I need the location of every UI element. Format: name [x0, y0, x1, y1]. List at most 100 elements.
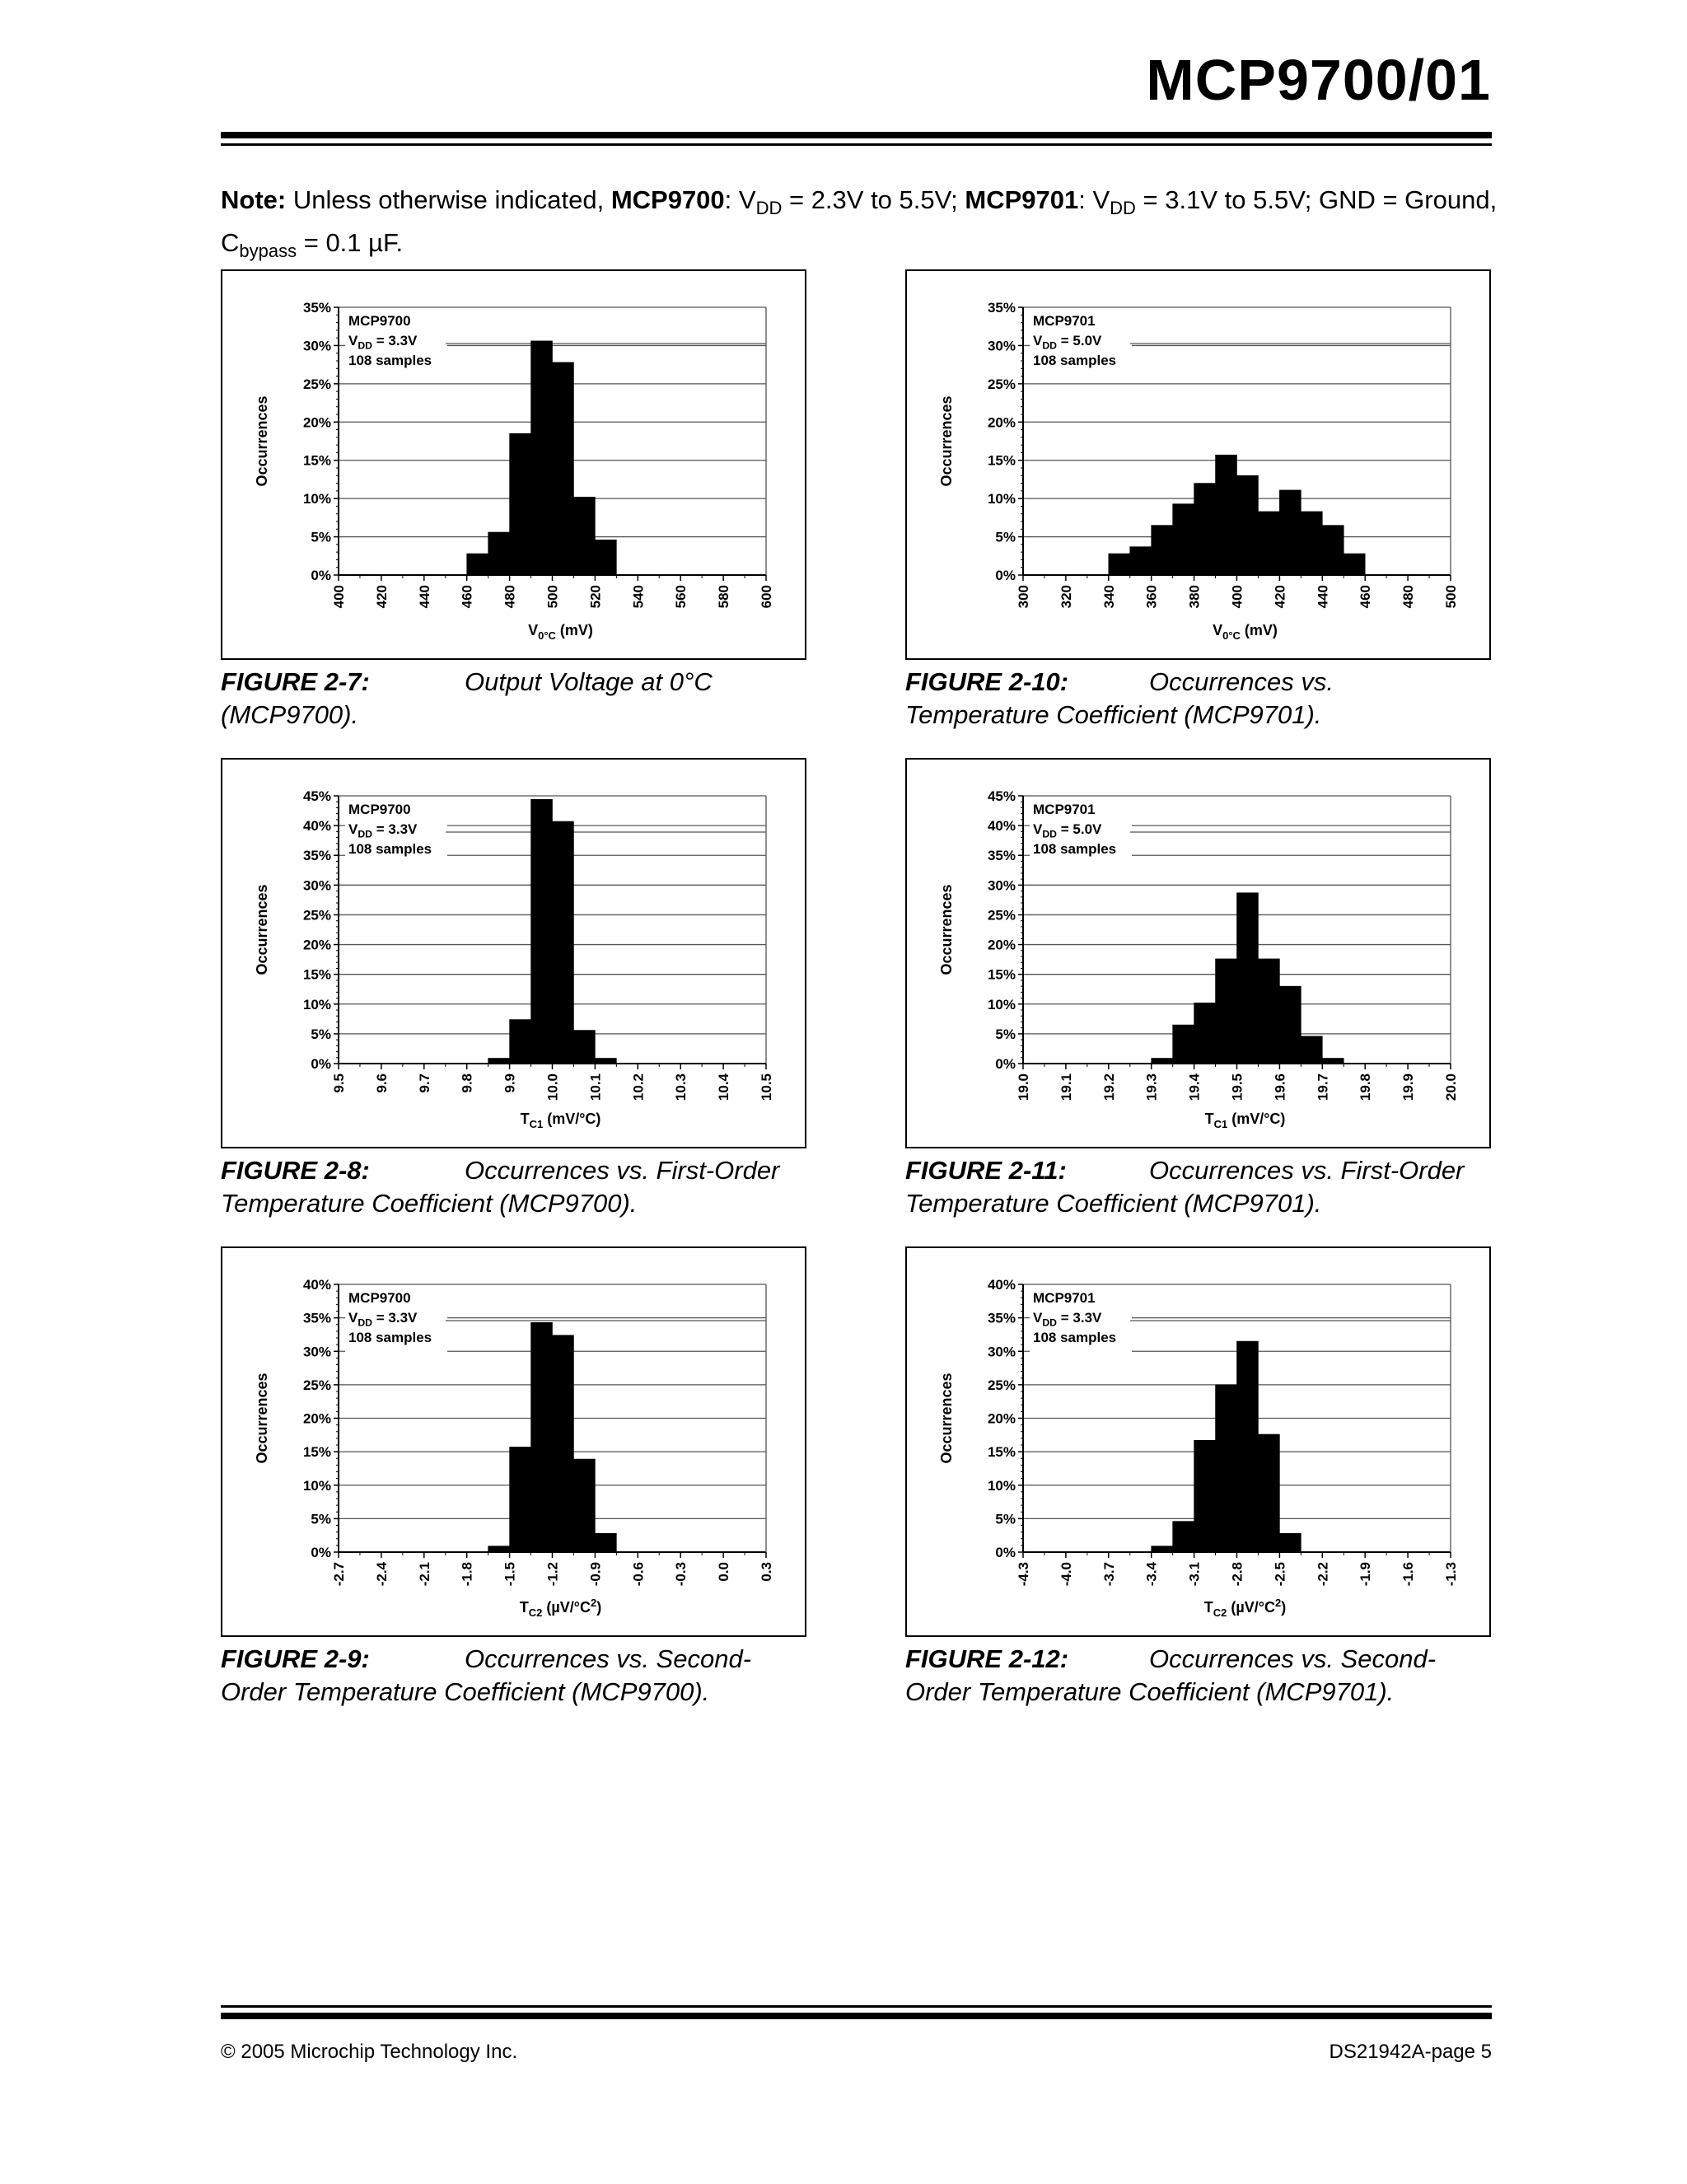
x-tick-label: 460	[1358, 585, 1373, 608]
legend-backdrop	[1030, 799, 1132, 868]
y-tick-label: 10%	[303, 1478, 331, 1494]
chart-figure-2-10: 0% 5% 10% 15% 20% 25% 30% 35% MCP9701 VDD = 5.0V 1…	[905, 269, 1491, 660]
histogram-bar	[1258, 958, 1280, 1064]
footer-page-number: DS21942A-page 5	[1329, 2041, 1492, 2063]
caption-text: Occurrences vs. Second-	[465, 1644, 752, 1673]
x-tick-label: 420	[1272, 585, 1287, 608]
y-tick-label: 25%	[988, 907, 1016, 923]
histogram-svg: 0% 5% 10% 15% 20% 25% 30% 35% MCP9700 VDD = 3.3V 1…	[254, 300, 774, 642]
figure-caption: FIGURE 2-11: Occurrences vs. First-Order T…	[905, 1154, 1491, 1220]
histogram-bar	[1279, 1532, 1301, 1553]
legend-backdrop	[1030, 1288, 1132, 1357]
histogram-bar	[552, 821, 574, 1064]
y-tick-label: 30%	[988, 1344, 1016, 1359]
figure-caption: FIGURE 2-8: Occurrences vs. First-Order Te…	[221, 1154, 806, 1220]
histogram-bar	[488, 531, 510, 576]
y-tick-label: 20%	[988, 414, 1016, 430]
histogram-bar	[552, 1335, 574, 1553]
histogram-bar	[1258, 511, 1280, 576]
header-rule-thick	[221, 132, 1492, 138]
legend-device: MCP9700	[348, 802, 411, 817]
x-tick-label: 0.0	[716, 1562, 731, 1582]
x-tick-label: 500	[545, 585, 561, 608]
histogram-bar	[1215, 454, 1237, 576]
histogram-bar	[1151, 525, 1173, 576]
legend-device: MCP9701	[1033, 1290, 1096, 1306]
legend-samples: 108 samples	[348, 353, 432, 368]
histogram-svg: 0% 5% 10% 15% 20% 25% 30% 35% 40% MCP9700 VDD = 3.…	[254, 1277, 774, 1619]
note-text: = 3.1V to 5.5V; GND = Ground,	[1135, 185, 1498, 214]
x-tick-label: 460	[460, 585, 475, 608]
legend-supply: VDD = 5.0V	[1033, 821, 1102, 839]
note-text: : V	[1078, 185, 1110, 214]
y-tick-label: 10%	[988, 997, 1016, 1012]
figure-number: FIGURE 2-11:	[905, 1156, 1067, 1185]
x-tick-label: 19.2	[1101, 1073, 1117, 1101]
histogram-bar	[1129, 546, 1152, 576]
caption-text-line2: Order Temperature Coefficient (MCP9701).	[905, 1677, 1395, 1706]
histogram-bar	[595, 1532, 617, 1553]
figure-number: FIGURE 2-12:	[905, 1644, 1069, 1673]
y-tick-label: 45%	[303, 788, 331, 804]
caption-text-line2: Temperature Coefficient (MCP9700).	[221, 1189, 638, 1218]
y-tick-label: 5%	[311, 1511, 331, 1527]
y-tick-label: 35%	[303, 300, 331, 316]
x-tick-label: -2.4	[374, 1561, 390, 1586]
histogram-bar	[509, 433, 531, 576]
histogram-bar	[530, 1322, 553, 1553]
x-tick-label: 400	[1230, 585, 1245, 608]
y-axis-title: Occurrences	[938, 1373, 955, 1463]
histogram-bar	[552, 362, 574, 576]
histogram-bar	[1236, 1340, 1259, 1553]
caption-text: Occurrences vs. First-Order	[1149, 1156, 1465, 1185]
y-axis-title: Occurrences	[938, 395, 955, 486]
legend-backdrop	[345, 1288, 447, 1357]
legend-device: MCP9700	[348, 313, 411, 329]
y-axis-title: Occurrences	[254, 884, 270, 975]
x-tick-label: 10.0	[545, 1073, 561, 1101]
x-tick-label: 10.3	[673, 1073, 689, 1101]
legend-samples: 108 samples	[1033, 353, 1116, 368]
histogram-bar	[1236, 892, 1259, 1064]
note-text: : V	[724, 185, 756, 214]
caption-text-line2: Order Temperature Coefficient (MCP9700).	[221, 1677, 710, 1706]
y-tick-label: 0%	[995, 1056, 1016, 1072]
y-tick-label: 5%	[311, 530, 331, 545]
legend-device: MCP9701	[1033, 802, 1096, 817]
legend-supply: VDD = 3.3V	[348, 333, 418, 351]
y-tick-label: 35%	[303, 1311, 331, 1326]
figure-caption: FIGURE 2-10: Occurrences vs. Temperature C…	[905, 666, 1491, 732]
x-tick-label: 340	[1101, 585, 1117, 608]
caption-text-line2: Temperature Coefficient (MCP9701).	[905, 1189, 1322, 1218]
x-tick-label: 0.3	[759, 1562, 774, 1582]
x-tick-label: 10.1	[587, 1073, 603, 1101]
x-axis-title: TC2 (µV/°C2)	[1204, 1597, 1286, 1619]
y-tick-label: 25%	[988, 376, 1016, 392]
legend-samples: 108 samples	[348, 841, 432, 857]
x-tick-label: -0.3	[673, 1562, 689, 1586]
x-tick-label: 19.5	[1230, 1073, 1245, 1101]
y-tick-label: 25%	[303, 1377, 331, 1393]
x-tick-label: 19.1	[1058, 1073, 1074, 1101]
x-tick-label: -1.5	[502, 1562, 518, 1586]
y-tick-label: 30%	[303, 338, 331, 353]
y-tick-label: 0%	[995, 1545, 1016, 1560]
histogram-bar	[1258, 1433, 1280, 1553]
legend-supply: VDD = 3.3V	[348, 821, 418, 839]
x-tick-label: -3.1	[1187, 1562, 1203, 1586]
x-tick-label: -1.6	[1400, 1562, 1416, 1586]
legend-supply: VDD = 5.0V	[1033, 333, 1102, 351]
histogram-bar	[509, 1447, 531, 1553]
x-tick-label: 19.0	[1016, 1073, 1031, 1101]
x-tick-label: 9.6	[374, 1073, 390, 1093]
header-rule-thin	[221, 143, 1492, 146]
x-tick-label: 360	[1144, 585, 1160, 608]
x-tick-label: 9.7	[417, 1073, 432, 1093]
note-device: MCP9701	[965, 185, 1079, 214]
note-subscript: DD	[755, 198, 783, 219]
histogram-bar	[530, 340, 553, 576]
x-tick-label: 440	[1315, 585, 1330, 608]
chart-figure-2-7: 0% 5% 10% 15% 20% 25% 30% 35% MCP9700 VDD = 3.3V 1…	[221, 269, 806, 660]
figure-number: FIGURE 2-8:	[221, 1156, 370, 1185]
histogram-bar	[1151, 1546, 1173, 1553]
